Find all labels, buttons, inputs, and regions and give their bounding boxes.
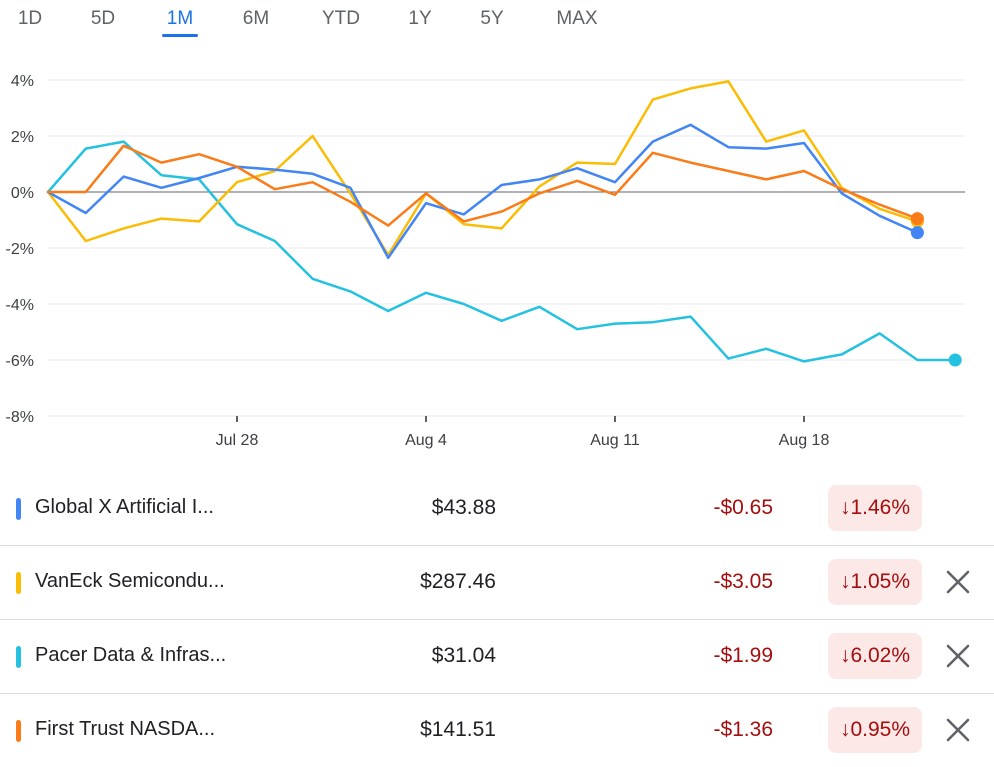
holding-change: -$3.05	[713, 570, 773, 593]
holding-price: $141.51	[420, 718, 496, 741]
y-tick-label: 0%	[11, 185, 34, 202]
holding-row[interactable]: VanEck Semicondu... $287.46 -$3.05 ↓1.05…	[0, 546, 994, 620]
holding-change: -$1.36	[713, 718, 773, 741]
holding-price: $31.04	[431, 644, 496, 667]
series-line	[46, 80, 919, 257]
holding-price: $287.46	[420, 570, 496, 593]
y-tick-label: -8%	[6, 409, 34, 426]
series-color-swatch	[16, 498, 21, 520]
close-icon[interactable]	[944, 716, 972, 744]
down-arrow-icon: ↓	[839, 644, 851, 667]
x-tick-label: Aug 18	[779, 432, 830, 449]
tab-1d[interactable]: 1D	[17, 8, 43, 29]
series-line	[46, 140, 957, 363]
holding-price: $43.88	[431, 496, 496, 519]
y-tick-label: -6%	[6, 353, 34, 370]
y-tick-label: -4%	[6, 297, 34, 314]
percent-change-badge: ↓1.46%	[827, 485, 922, 531]
close-icon[interactable]	[944, 642, 972, 670]
down-arrow-icon: ↓	[839, 718, 851, 741]
percent-change-value: 6.02%	[850, 644, 910, 667]
holding-name: First Trust NASDA...	[35, 718, 216, 740]
holding-change: -$1.99	[713, 644, 773, 667]
y-tick-label: -2%	[6, 241, 34, 258]
series-color-swatch	[16, 720, 21, 742]
holding-change: -$0.65	[713, 496, 773, 519]
percent-change-badge: ↓0.95%	[827, 707, 922, 753]
tab-1y[interactable]: 1Y	[408, 8, 432, 29]
holding-name: Pacer Data & Infras...	[35, 644, 227, 666]
holding-name: VanEck Semicondu...	[35, 570, 225, 592]
series-end-dot	[910, 226, 924, 240]
holding-row[interactable]: Global X Artificial I... $43.88 -$0.65 ↓…	[0, 472, 994, 546]
tab-5y[interactable]: 5Y	[480, 8, 504, 29]
close-icon[interactable]	[944, 568, 972, 596]
percent-change-value: 0.95%	[850, 718, 910, 741]
down-arrow-icon: ↓	[839, 496, 851, 519]
holding-row[interactable]: Pacer Data & Infras... $31.04 -$1.99 ↓6.…	[0, 620, 994, 694]
series-line	[46, 123, 919, 260]
y-tick-label: 2%	[11, 129, 34, 146]
comparison-chart: 4% 2% 0% -2% -4% -6% -8% Jul 28 Aug 4 Aug 11 Aug 1…	[6, 73, 965, 449]
range-tabs: 1D 5D 1M 6M YTD 1Y 5Y MAX	[0, 0, 994, 40]
tab-max[interactable]: MAX	[556, 8, 598, 29]
percent-change-value: 1.05%	[850, 570, 910, 593]
percent-change-value: 1.46%	[850, 496, 910, 519]
tab-6m[interactable]: 6M	[242, 8, 270, 29]
tab-1m[interactable]: 1M	[166, 8, 194, 29]
holding-row[interactable]: First Trust NASDA... $141.51 -$1.36 ↓0.9…	[0, 694, 994, 767]
series-color-swatch	[16, 646, 21, 668]
percent-change-badge: ↓1.05%	[827, 559, 922, 605]
active-tab-indicator	[162, 34, 198, 37]
tab-ytd[interactable]: YTD	[322, 8, 360, 29]
down-arrow-icon: ↓	[839, 570, 851, 593]
x-tick-label: Aug 4	[405, 432, 447, 449]
series-color-swatch	[16, 572, 21, 594]
holdings-list: Global X Artificial I... $43.88 -$0.65 ↓…	[0, 472, 994, 767]
percent-change-badge: ↓6.02%	[827, 633, 922, 679]
series-line	[46, 144, 919, 227]
x-tick-label: Jul 28	[216, 432, 259, 449]
series-end-dot	[948, 353, 962, 367]
holding-name: Global X Artificial I...	[35, 496, 214, 518]
series-end-dot	[910, 212, 924, 226]
x-tick-label: Aug 11	[590, 432, 640, 449]
tab-5d[interactable]: 5D	[90, 8, 116, 29]
y-tick-label: 4%	[11, 73, 34, 90]
